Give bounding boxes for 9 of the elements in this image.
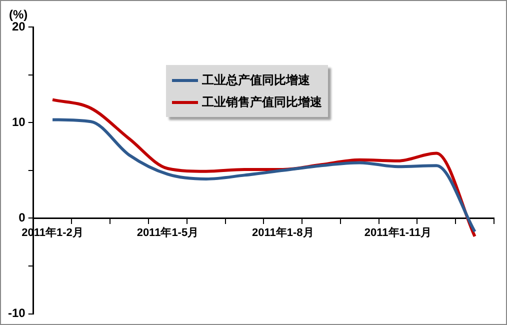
- legend-label: 工业总产值同比增速: [202, 72, 310, 88]
- x-tick-label: 2011年1-8月: [252, 226, 314, 239]
- y-tick-label: 10: [12, 114, 26, 129]
- y-axis-title: (%): [9, 7, 28, 22]
- x-tick-label: 2011年1-5月: [136, 226, 199, 239]
- y-tick-label: -10: [8, 306, 26, 320]
- x-tick-label: 2011年1-11月: [364, 226, 432, 239]
- legend-label: 工业销售产值同比增速: [202, 94, 322, 110]
- y-tick-label: 0: [18, 210, 26, 225]
